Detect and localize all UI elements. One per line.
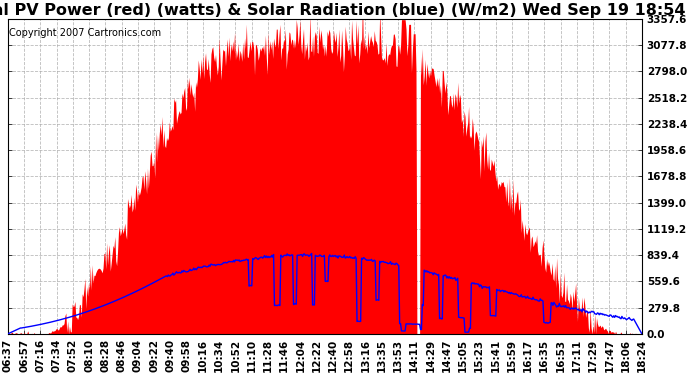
Title: Total PV Power (red) (watts) & Solar Radiation (blue) (W/m2) Wed Sep 19 18:54: Total PV Power (red) (watts) & Solar Rad… — [0, 3, 685, 18]
Text: Copyright 2007 Cartronics.com: Copyright 2007 Cartronics.com — [9, 28, 161, 38]
